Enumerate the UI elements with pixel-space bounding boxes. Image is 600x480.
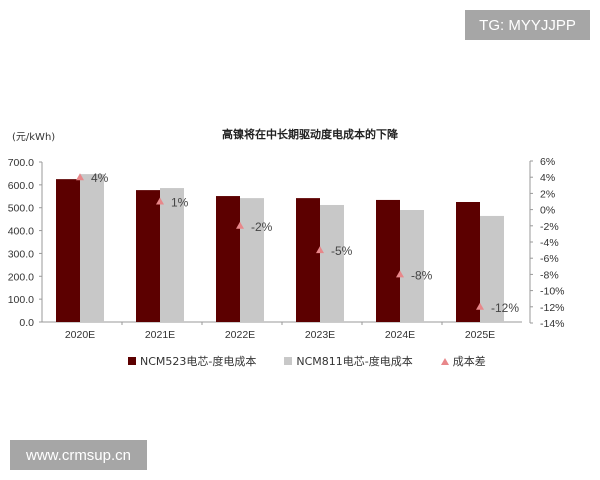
legend-item-ncm523: NCM523电芯-度电成本 <box>128 353 256 369</box>
cost-diff-marker <box>156 197 164 205</box>
legend-swatch-ncm811 <box>284 357 293 365</box>
bar-ncm523 <box>376 199 400 322</box>
y-tick-label: 500.0 <box>8 203 34 215</box>
x-tick-label: 2020E <box>65 329 95 341</box>
cost-diff-marker <box>396 270 404 278</box>
cost-diff-marker <box>236 221 244 229</box>
cost-diff-label: -5% <box>331 244 353 258</box>
cost-diff-label: 4% <box>91 171 109 185</box>
bar-ncm523 <box>56 179 80 322</box>
y2-tick-label: 6% <box>540 156 555 168</box>
bar-ncm811 <box>320 204 344 322</box>
y2-tick-label: -4% <box>540 237 559 249</box>
legend-swatch-ncm523 <box>128 357 136 365</box>
bar-ncm523 <box>136 190 160 322</box>
y2-tick-label: 4% <box>540 172 555 184</box>
bar-ncm811 <box>160 188 184 322</box>
bar-ncm811 <box>480 215 504 322</box>
cost-diff-marker <box>476 302 484 310</box>
cost-diff-label: -8% <box>411 268 433 282</box>
cost-diff-label: -12% <box>491 301 519 315</box>
cost-diff-marker <box>316 246 324 254</box>
y2-tick-label: -2% <box>540 221 559 233</box>
y-tick-label: 100.0 <box>8 294 34 306</box>
legend-item-cost-diff: 成本差 <box>440 353 486 369</box>
legend-label-ncm811: NCM811电芯-度电成本 <box>296 355 413 368</box>
y2-tick-label: -6% <box>540 253 559 265</box>
chart-legend: NCM523电芯-度电成本 NCM811电芯-度电成本 成本差 <box>128 353 486 369</box>
cost-diff-label: -2% <box>251 220 273 234</box>
bar-ncm811 <box>240 198 264 322</box>
y2-tick-label: -12% <box>540 302 565 314</box>
bar-ncm523 <box>456 202 480 322</box>
y-tick-label: 700.0 <box>8 157 34 169</box>
bar-ncm811 <box>400 210 424 322</box>
cost-diff-label: 1% <box>171 196 189 210</box>
y2-tick-label: -14% <box>540 318 565 330</box>
legend-label-cost-diff: 成本差 <box>452 355 486 368</box>
cost-diff-marker <box>76 173 84 181</box>
watermark-bottom: www.crmsup.cn <box>10 440 147 470</box>
bar-ncm523 <box>296 198 320 322</box>
y-tick-label: 200.0 <box>8 271 34 283</box>
y2-tick-label: -8% <box>540 269 559 281</box>
y-tick-label: 600.0 <box>8 180 34 192</box>
y2-tick-label: 2% <box>540 188 555 200</box>
y-tick-label: 300.0 <box>8 248 34 260</box>
legend-label-ncm523: NCM523电芯-度电成本 <box>140 355 257 368</box>
x-tick-label: 2023E <box>305 329 335 341</box>
triangle-marker-icon <box>440 357 449 365</box>
y-tick-label: 0.0 <box>19 317 34 329</box>
bar-ncm811 <box>80 174 104 322</box>
y2-tick-label: -10% <box>540 286 565 298</box>
x-tick-label: 2022E <box>225 329 255 341</box>
bar-ncm523 <box>216 196 240 322</box>
chart-title: 高镍将在中长期驱动度电成本的下降 <box>222 128 398 141</box>
x-tick-label: 2024E <box>385 329 415 341</box>
watermark-top: TG: MYYJJPP <box>465 10 590 40</box>
y2-tick-label: 0% <box>540 205 555 217</box>
x-tick-label: 2025E <box>465 329 495 341</box>
x-tick-label: 2021E <box>145 329 175 341</box>
y-axis-unit-label: (元/kWh) <box>12 132 56 143</box>
y-tick-label: 400.0 <box>8 226 34 238</box>
legend-item-ncm811: NCM811电芯-度电成本 <box>284 353 413 369</box>
